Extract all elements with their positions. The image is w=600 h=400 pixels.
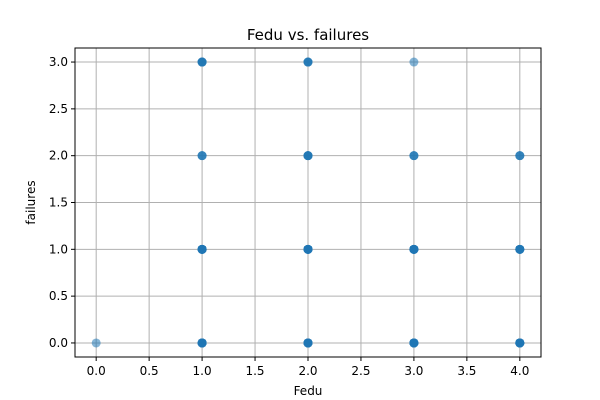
- data-points: [91, 57, 525, 348]
- data-point: [303, 338, 313, 348]
- y-tick-label: 2.5: [49, 102, 68, 116]
- y-tick-label: 0.5: [49, 289, 68, 303]
- x-tick-label: 2.5: [351, 364, 370, 378]
- x-tick-label: 3.5: [457, 364, 476, 378]
- y-axis-label: failures: [24, 180, 38, 224]
- data-point: [409, 151, 419, 161]
- x-tick-label: 4.0: [510, 364, 529, 378]
- y-tick-label: 0.0: [49, 336, 68, 350]
- data-point: [197, 244, 207, 254]
- x-tick-label: 3.0: [404, 364, 423, 378]
- data-point: [409, 57, 419, 67]
- y-tick-label: 1.5: [49, 196, 68, 210]
- data-point: [515, 338, 525, 348]
- y-tick-label: 2.0: [49, 149, 68, 163]
- data-point: [303, 151, 313, 161]
- x-tick-label: 1.5: [245, 364, 264, 378]
- x-axis-label: Fedu: [294, 384, 323, 398]
- data-point: [303, 244, 313, 254]
- data-point: [197, 151, 207, 161]
- data-point: [409, 244, 419, 254]
- x-tick-label: 0.5: [140, 364, 159, 378]
- x-tick-label: 1.0: [193, 364, 212, 378]
- data-point: [409, 338, 419, 348]
- chart-title: Fedu vs. failures: [247, 26, 369, 44]
- data-point: [515, 151, 525, 161]
- x-tick-label: 2.0: [298, 364, 317, 378]
- x-tick-label: 0.0: [87, 364, 106, 378]
- y-tick-label: 3.0: [49, 55, 68, 69]
- data-point: [91, 338, 101, 348]
- data-point: [515, 244, 525, 254]
- data-point: [303, 57, 313, 67]
- y-axis-ticks: 0.0 0.5 1.0 1.5 2.0 2.5 3.0: [49, 55, 75, 350]
- x-axis-ticks: 0.0 0.5 1.0 1.5 2.0 2.5 3.0 3.5 4.0: [87, 357, 529, 378]
- y-tick-label: 1.0: [49, 242, 68, 256]
- data-point: [197, 57, 207, 67]
- data-point: [197, 338, 207, 348]
